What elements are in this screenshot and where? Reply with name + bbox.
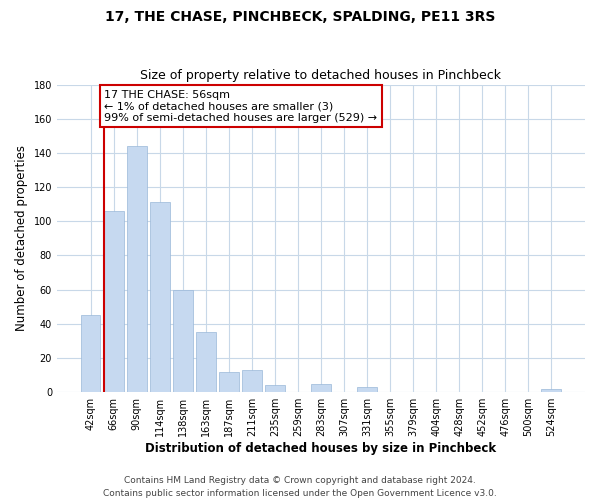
Bar — [219, 372, 239, 392]
Title: Size of property relative to detached houses in Pinchbeck: Size of property relative to detached ho… — [140, 69, 502, 82]
Bar — [150, 202, 170, 392]
Bar — [173, 290, 193, 392]
Bar — [127, 146, 146, 392]
Bar — [81, 316, 100, 392]
Bar — [541, 389, 561, 392]
Bar — [242, 370, 262, 392]
Bar — [196, 332, 215, 392]
Bar — [311, 384, 331, 392]
Bar — [104, 211, 124, 392]
Bar — [357, 387, 377, 392]
Text: Contains HM Land Registry data © Crown copyright and database right 2024.
Contai: Contains HM Land Registry data © Crown c… — [103, 476, 497, 498]
Text: 17, THE CHASE, PINCHBECK, SPALDING, PE11 3RS: 17, THE CHASE, PINCHBECK, SPALDING, PE11… — [105, 10, 495, 24]
Bar — [265, 386, 284, 392]
Text: 17 THE CHASE: 56sqm
← 1% of detached houses are smaller (3)
99% of semi-detached: 17 THE CHASE: 56sqm ← 1% of detached hou… — [104, 90, 377, 123]
X-axis label: Distribution of detached houses by size in Pinchbeck: Distribution of detached houses by size … — [145, 442, 497, 455]
Y-axis label: Number of detached properties: Number of detached properties — [15, 146, 28, 332]
